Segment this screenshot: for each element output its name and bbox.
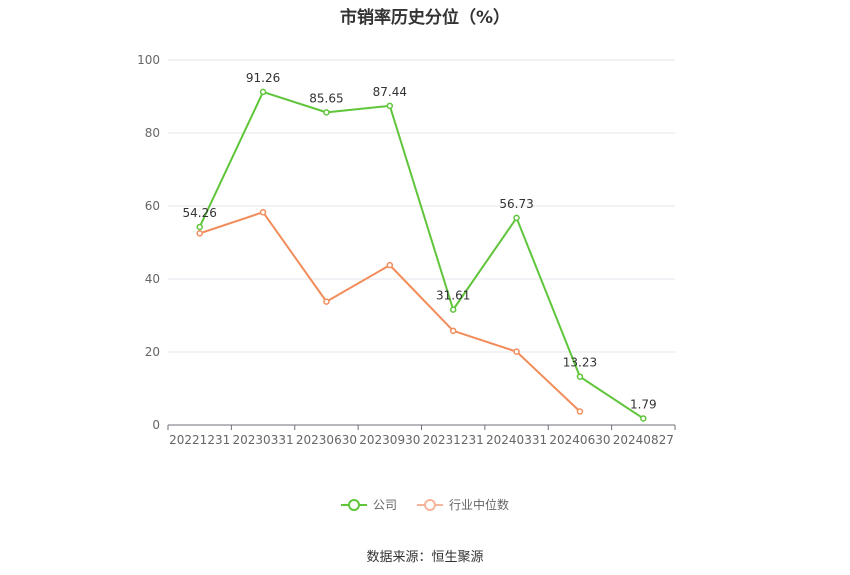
data-point-company[interactable]: [196, 223, 203, 231]
x-tick-label: 20231231: [423, 433, 484, 447]
y-tick-label: 60: [145, 199, 160, 213]
data-label-layer: 54.26 91.26 85.65 87.44 31.61 56.73 13.23 1.79: [183, 71, 657, 412]
legend-item-industry[interactable]: 行业中位数: [417, 496, 509, 513]
legend-label-company: 公司: [372, 498, 397, 512]
data-label: 87.44: [373, 85, 407, 99]
x-tick-label: 20230930: [359, 433, 420, 447]
data-point-industry[interactable]: [196, 230, 203, 237]
data-label: 13.23: [563, 356, 597, 370]
data-point-company[interactable]: [259, 88, 267, 96]
legend: 公司 行业中位数: [0, 496, 850, 513]
data-point-industry[interactable]: [386, 261, 394, 269]
y-tick-label: 80: [145, 126, 160, 140]
data-point-company[interactable]: [576, 373, 584, 380]
y-tick-label: 100: [137, 53, 160, 67]
data-point-company[interactable]: [640, 415, 647, 422]
data-point-company[interactable]: [513, 214, 520, 222]
data-point-industry[interactable]: [449, 327, 457, 335]
legend-label-industry: 行业中位数: [449, 498, 510, 512]
data-point-industry[interactable]: [513, 348, 520, 355]
data-point-industry[interactable]: [323, 298, 330, 305]
y-tick-label: 0: [152, 418, 160, 432]
data-label: 91.26: [246, 71, 280, 85]
series-line-company: [198, 90, 644, 420]
data-label: 31.61: [436, 289, 470, 303]
data-label: 54.26: [183, 206, 217, 220]
data-point-company[interactable]: [449, 306, 457, 313]
data-label: 85.65: [309, 91, 343, 105]
series-line-industry: [199, 211, 581, 413]
x-tick-label: 20240827: [613, 433, 674, 447]
data-point-industry[interactable]: [259, 208, 267, 216]
y-tick-label: 20: [145, 345, 160, 359]
legend-industry-marker-icon: [417, 498, 443, 511]
legend-company-marker-icon: [340, 498, 367, 511]
x-tick-label: 20240630: [549, 433, 610, 447]
x-tick-label: 20230331: [233, 433, 294, 447]
y-tick-label: 40: [145, 272, 160, 286]
series-layer: [196, 88, 647, 422]
data-label: 56.73: [499, 197, 533, 211]
source-note: 数据来源：恒生聚源: [366, 550, 484, 565]
legend-item-company[interactable]: 公司: [340, 496, 397, 513]
data-point-company[interactable]: [386, 102, 394, 110]
x-tick-label: 20221231: [169, 433, 230, 447]
x-tick-label: 20230630: [296, 433, 357, 447]
data-label: 1.79: [630, 397, 657, 411]
data-point-company[interactable]: [323, 109, 330, 116]
x-tick-label: 20240331: [486, 433, 547, 447]
chart-title: 市销率历史分位（%）: [339, 8, 511, 28]
data-point-industry[interactable]: [576, 408, 584, 415]
